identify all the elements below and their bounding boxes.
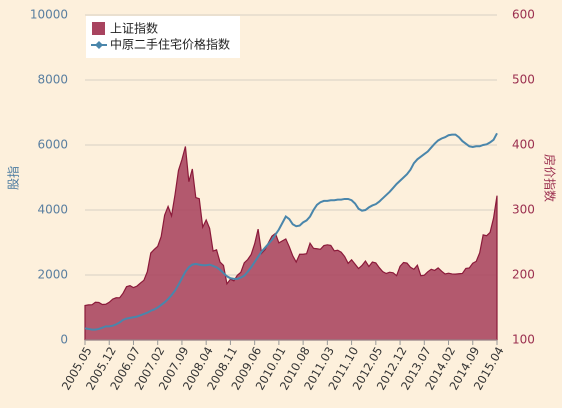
y-tick-label: 8000 [37, 73, 68, 87]
y2-tick-label: 600 [512, 8, 535, 22]
legend-marker [95, 41, 103, 49]
y2-tick-label: 100 [512, 333, 535, 347]
y2-tick-label: 300 [512, 203, 535, 217]
y2-tick-label: 500 [512, 73, 535, 87]
legend-label: 中原二手住宅价格指数 [110, 37, 230, 52]
y2-tick-label: 400 [512, 138, 535, 152]
legend-box [86, 16, 240, 58]
legend-swatch [92, 22, 105, 35]
y-tick-label: 6000 [37, 138, 68, 152]
legend-label: 上证指数 [110, 21, 158, 36]
area [84, 146, 498, 341]
y2-axis-title: 房价指数 [543, 154, 558, 202]
y-tick-label: 2000 [37, 268, 68, 282]
y-axis-title: 股指 [6, 166, 21, 190]
y-tick-label: 4000 [37, 203, 68, 217]
y-tick-label: 0 [60, 333, 68, 347]
line [84, 132, 498, 331]
y-tick-label: 10000 [30, 8, 68, 22]
y2-tick-label: 200 [512, 268, 535, 282]
